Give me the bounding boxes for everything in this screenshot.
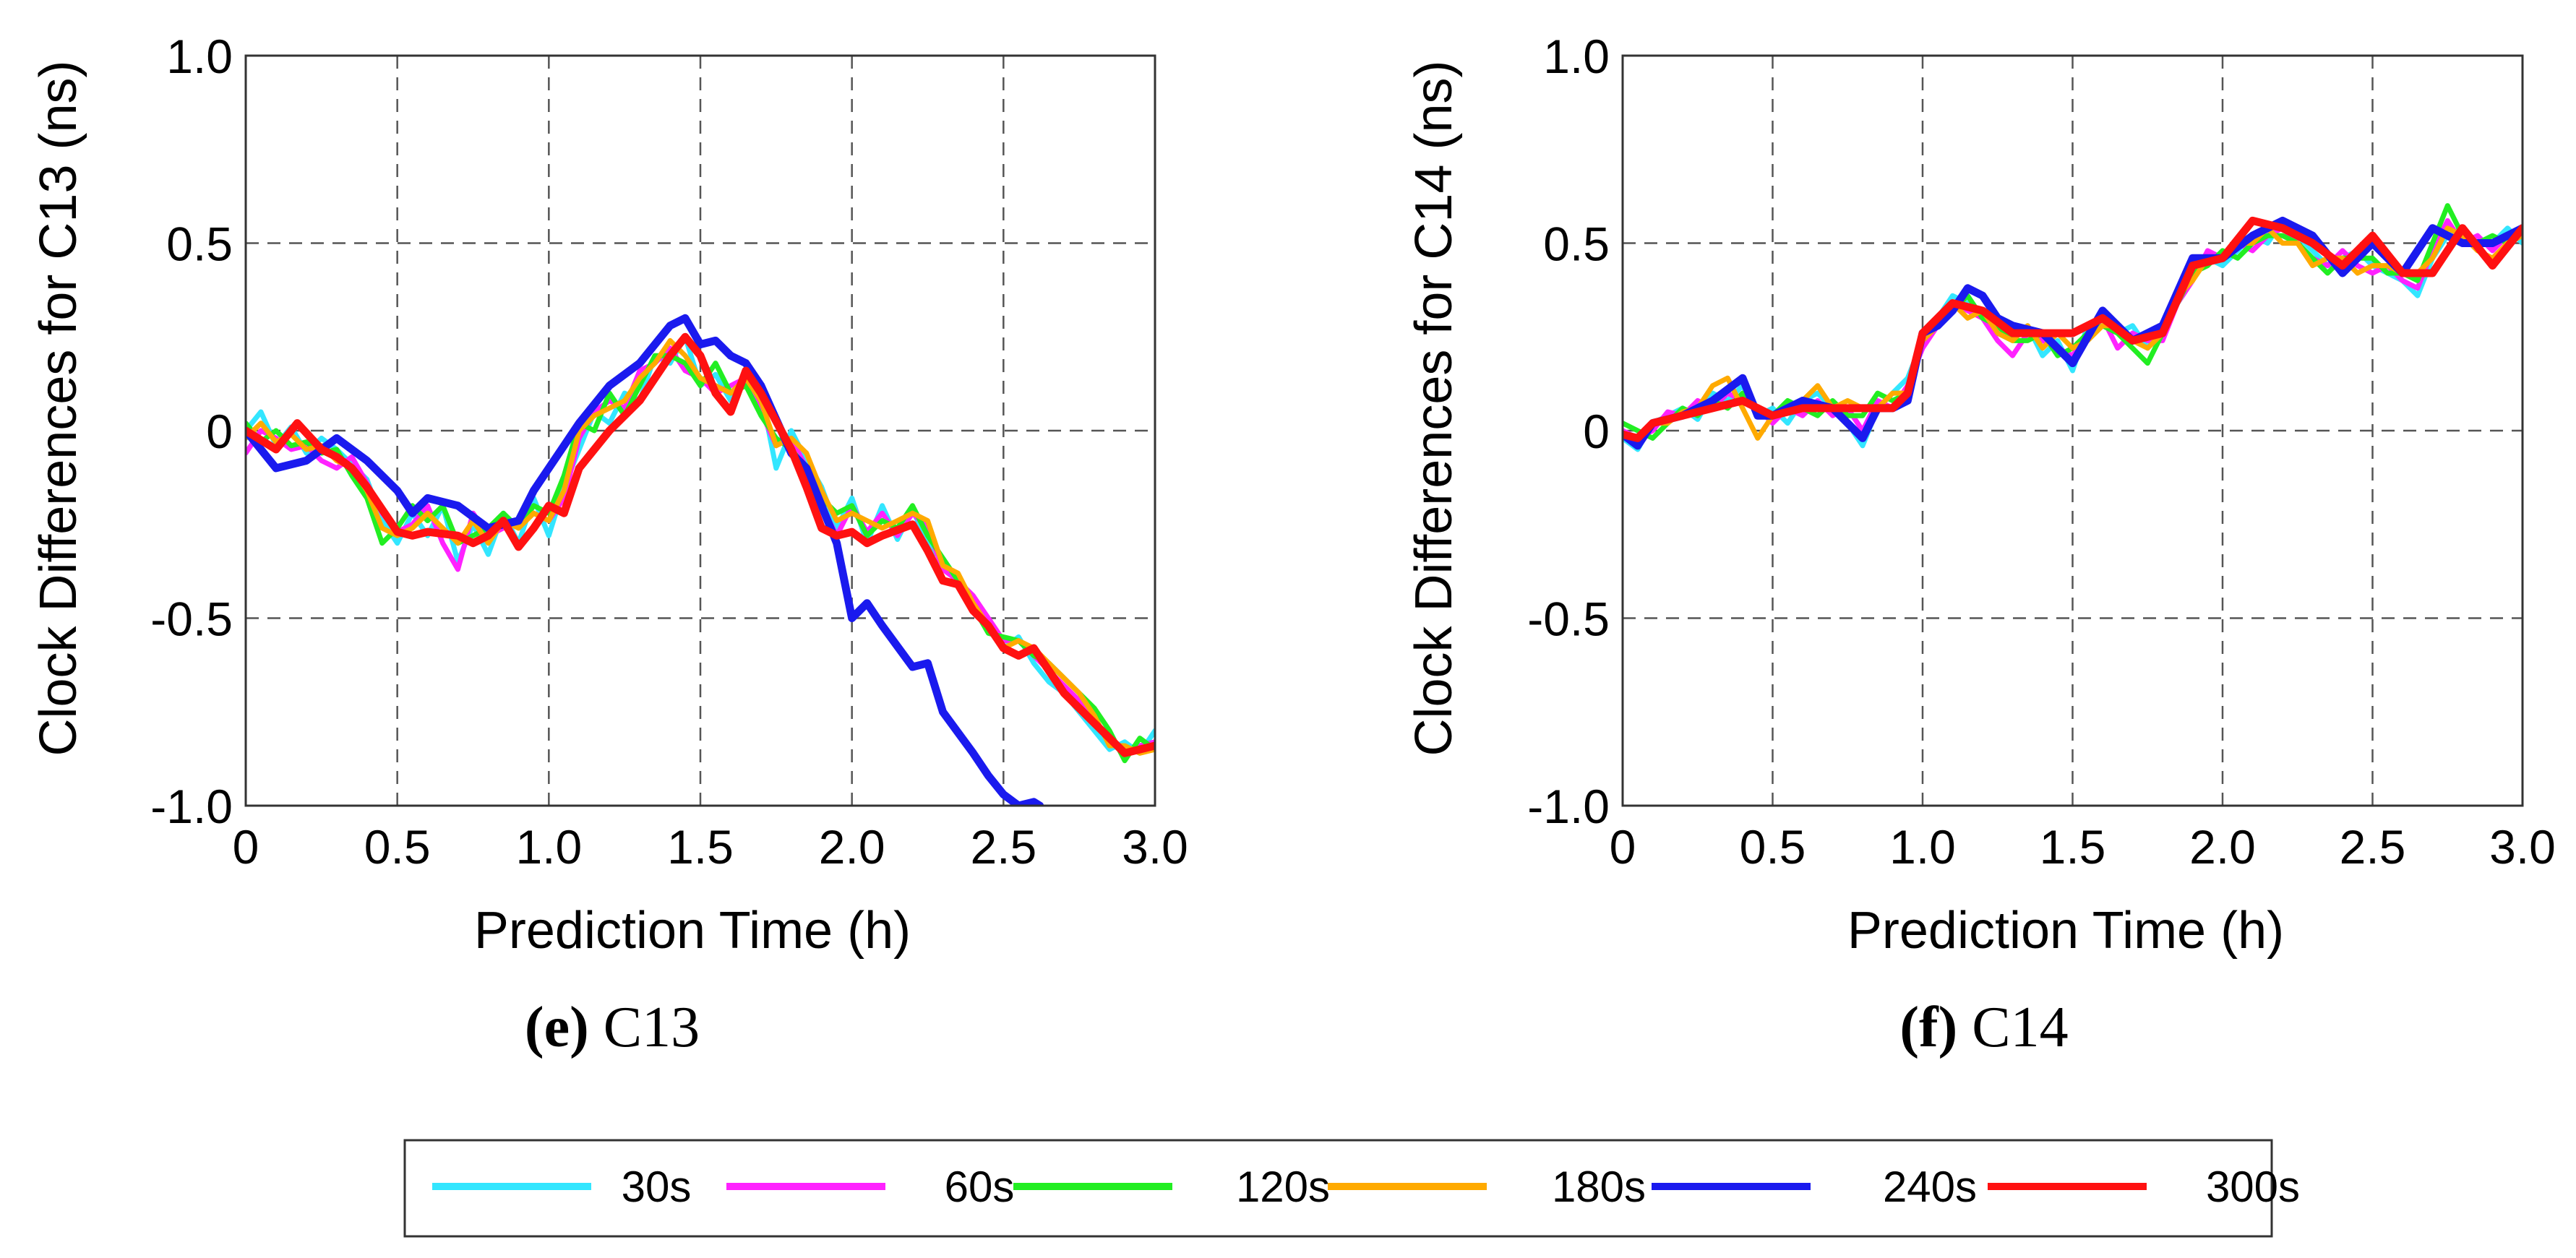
- plot-frame: [1621, 54, 2524, 807]
- x-tick-label: 3.0: [1122, 820, 1188, 874]
- panel-caption: (e) C13: [525, 996, 700, 1059]
- x-axis-title: Prediction Time (h): [474, 902, 911, 960]
- y-tick-label: -1.0: [150, 780, 233, 833]
- series-line-300s: [246, 332, 1155, 757]
- legend-label-180s: 180s: [1552, 1163, 1646, 1211]
- y-tick-label: 0.5: [166, 217, 233, 271]
- panel-caption-name: C14: [1957, 996, 2068, 1059]
- series-group: [246, 314, 1155, 806]
- x-tick-label: 2.5: [2340, 820, 2406, 874]
- x-tick-label: 3.0: [2489, 820, 2556, 874]
- x-axis-title: Prediction Time (h): [1847, 902, 2284, 960]
- x-tick-label: 0: [1610, 820, 1636, 874]
- y-axis-title: Clock Differences for C13 (ns): [30, 61, 87, 757]
- panel-caption-letter: (e): [525, 996, 589, 1059]
- legend-label-60s: 60s: [945, 1163, 1015, 1211]
- y-tick-label: 1.0: [166, 30, 233, 83]
- series-group: [1623, 203, 2523, 452]
- y-axis-title: Clock Differences for C14 (ns): [1405, 61, 1463, 757]
- panel-caption-name: C13: [589, 996, 700, 1059]
- series-line-240s: [1623, 216, 2523, 450]
- x-tick-label: 2.0: [2189, 820, 2256, 874]
- panel-c14: Clock Differences for C14 (ns) Predictio…: [1405, 30, 2556, 1059]
- plot-frame: [244, 54, 1156, 807]
- legend-label-300s: 300s: [2206, 1163, 2300, 1211]
- x-tick-label: 1.0: [515, 820, 582, 874]
- y-tick-label: -1.0: [1527, 780, 1610, 833]
- legend-label-30s: 30s: [622, 1163, 692, 1211]
- panel-caption: (f) C14: [1899, 996, 2068, 1059]
- x-tick-label: 2.0: [819, 820, 885, 874]
- x-tick-label: 2.5: [970, 820, 1036, 874]
- series-line-240s: [246, 314, 1044, 806]
- series-line-300s: [1623, 216, 2523, 442]
- x-tick-label: 1.0: [1889, 820, 1956, 874]
- y-tick-label: 0: [206, 405, 233, 458]
- x-tick-label: 0.5: [1740, 820, 1806, 874]
- x-tick-label: 0: [233, 820, 259, 874]
- y-tick-label: -0.5: [1527, 593, 1610, 646]
- x-tick-label: 0.5: [364, 820, 431, 874]
- legend-label-120s: 120s: [1236, 1163, 1330, 1211]
- y-tick-label: 0: [1583, 405, 1610, 458]
- y-tick-label: 1.0: [1543, 30, 1610, 83]
- legend-label-240s: 240s: [1883, 1163, 1977, 1211]
- x-tick-label: 1.5: [667, 820, 734, 874]
- legend: 30s 60s 120s 180s 240s 300s: [403, 1139, 2300, 1238]
- y-tick-label: 0.5: [1543, 217, 1610, 271]
- y-tick-label: -0.5: [150, 593, 233, 646]
- panel-c13: Clock Differences for C13 (ns) Predictio…: [30, 30, 1188, 1059]
- x-tick-label: 1.5: [2040, 820, 2106, 874]
- panel-caption-letter: (f): [1899, 996, 1957, 1059]
